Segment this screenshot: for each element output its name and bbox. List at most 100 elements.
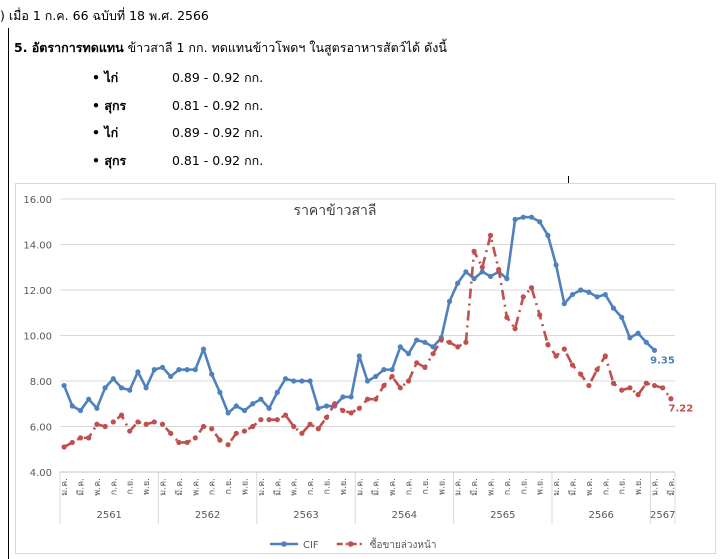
point — [225, 442, 231, 448]
point — [110, 376, 116, 382]
point — [446, 298, 453, 304]
point — [225, 410, 231, 416]
x-tick-label: พ.ย. — [241, 478, 251, 495]
point — [176, 439, 182, 446]
point — [348, 394, 354, 400]
point — [569, 291, 576, 298]
point — [643, 339, 649, 345]
point — [118, 412, 125, 418]
point — [266, 417, 272, 423]
point — [643, 380, 649, 386]
point — [651, 347, 658, 353]
point — [578, 287, 584, 293]
x-tick-label: มี.ค. — [666, 478, 677, 496]
x-tick-label: พ.ค. — [487, 478, 497, 496]
point — [250, 423, 256, 430]
item-animal: • สุกร — [92, 153, 127, 168]
y-tick-label: 12.00 — [23, 286, 52, 297]
point — [405, 378, 412, 384]
point — [274, 417, 280, 423]
point — [619, 387, 625, 393]
x-tick-label: มี.ค. — [272, 478, 283, 496]
item-rate: 0.81 - 0.92 กก. — [172, 98, 264, 113]
point — [348, 410, 354, 416]
point — [151, 419, 157, 425]
point — [438, 337, 444, 343]
point — [422, 364, 428, 370]
point — [430, 351, 436, 357]
point — [455, 280, 461, 286]
point — [414, 360, 420, 366]
point — [446, 339, 453, 345]
legend-marker — [281, 541, 287, 547]
point — [635, 330, 641, 336]
x-group-label: 2563 — [293, 510, 318, 521]
point — [143, 385, 149, 391]
x-group-label: 2564 — [392, 510, 417, 521]
point — [102, 385, 108, 391]
left-rule — [8, 28, 9, 559]
point — [200, 346, 207, 352]
data-label: 7.22 — [669, 404, 694, 415]
point — [135, 419, 141, 425]
point — [364, 378, 371, 384]
legend-marker — [347, 541, 354, 547]
point — [586, 289, 592, 295]
point — [512, 216, 518, 223]
point — [69, 403, 75, 409]
section-heading: 5. อัตราการทดแทน — [14, 40, 124, 55]
x-tick-label: ม.ค. — [355, 478, 365, 496]
point — [168, 373, 174, 380]
point — [520, 214, 526, 220]
point — [340, 407, 346, 414]
point — [569, 362, 576, 368]
point — [405, 351, 412, 357]
point — [315, 405, 321, 411]
point — [274, 389, 280, 395]
point — [151, 367, 157, 373]
point — [381, 382, 387, 389]
point — [184, 439, 190, 446]
point — [159, 421, 166, 427]
point — [627, 385, 633, 391]
x-tick-label: ม.ค. — [454, 478, 464, 496]
x-tick-label: พ.ค. — [191, 478, 201, 496]
chart-title: ราคาข้าวสาลี — [294, 203, 377, 219]
point — [241, 407, 248, 414]
point — [110, 419, 116, 425]
point — [307, 378, 313, 384]
x-tick-label: มี.ค. — [371, 478, 382, 496]
item-animal: • สุกร — [92, 98, 127, 113]
x-tick-label: ก.ค. — [306, 478, 316, 495]
point — [94, 421, 100, 427]
point — [61, 444, 67, 450]
point — [561, 301, 567, 307]
point — [578, 371, 584, 377]
point — [594, 294, 600, 300]
point — [209, 426, 215, 432]
point — [102, 423, 108, 430]
point — [323, 414, 330, 420]
point — [307, 421, 313, 427]
point — [184, 367, 190, 373]
point — [496, 266, 502, 273]
x-tick-label: พ.ค. — [388, 478, 398, 496]
point — [250, 401, 256, 407]
section: 5. อัตราการทดแทน ข้าวสาลี 1 กก. ทดแทนข้า… — [14, 38, 447, 58]
chart-border — [15, 183, 716, 554]
point — [414, 337, 420, 343]
point — [389, 367, 395, 373]
point — [487, 232, 494, 238]
point — [586, 382, 592, 389]
y-tick-label: 16.00 — [23, 195, 52, 206]
point — [471, 248, 477, 254]
x-tick-label: พ.ย. — [339, 478, 349, 495]
point — [315, 426, 321, 432]
x-tick-label: ก.ย. — [224, 478, 234, 494]
section-text: ข้าวสาลี 1 กก. ทดแทนข้าวโพดฯ ในสูตรอาหาร… — [127, 40, 447, 55]
point — [528, 285, 535, 291]
point — [463, 269, 469, 275]
point — [168, 430, 174, 436]
x-tick-label: ก.ค. — [208, 478, 218, 495]
x-tick-label: ก.ย. — [519, 478, 529, 494]
